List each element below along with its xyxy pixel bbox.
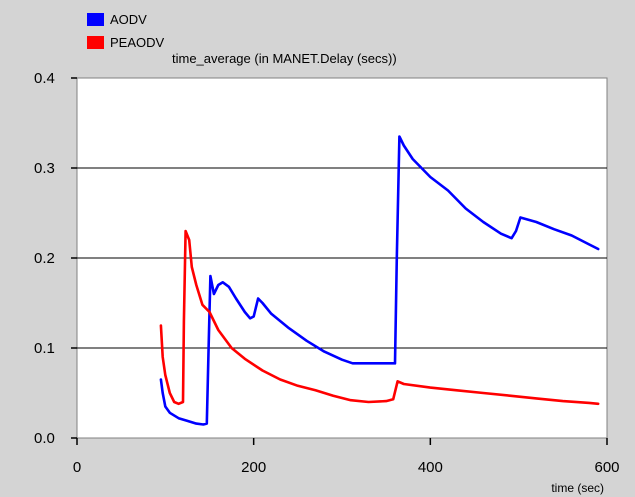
chart-title: time_average (in MANET.Delay (secs)) [172,51,397,66]
series-line-aodv [159,135,600,426]
x-axis-title: time (sec) [551,481,604,495]
y-tick-label-4: 0.4 [34,70,55,87]
x-tick-label-1: 200 [241,459,266,476]
x-tick-label-0: 0 [73,459,81,476]
x-tick-label-2: 400 [418,459,443,476]
gridlines [77,167,607,349]
legend-label-peaodv: PEAODV [110,35,165,50]
y-tick-label-3: 0.3 [34,160,55,177]
legend: AODV PEAODV [87,12,165,50]
legend-label-aodv: AODV [110,12,147,27]
axes: 0.0 0.1 0.2 0.3 0.4 0 200 400 600 [34,70,620,476]
series-lines [159,135,600,426]
x-tick-label-3: 600 [594,459,619,476]
series-line-peaodv [159,229,600,406]
legend-swatch-aodv [87,13,104,26]
y-tick-label-0: 0.0 [34,430,55,447]
y-tick-label-1: 0.1 [34,340,55,357]
legend-swatch-peaodv [87,36,104,49]
y-tick-label-2: 0.2 [34,250,55,267]
